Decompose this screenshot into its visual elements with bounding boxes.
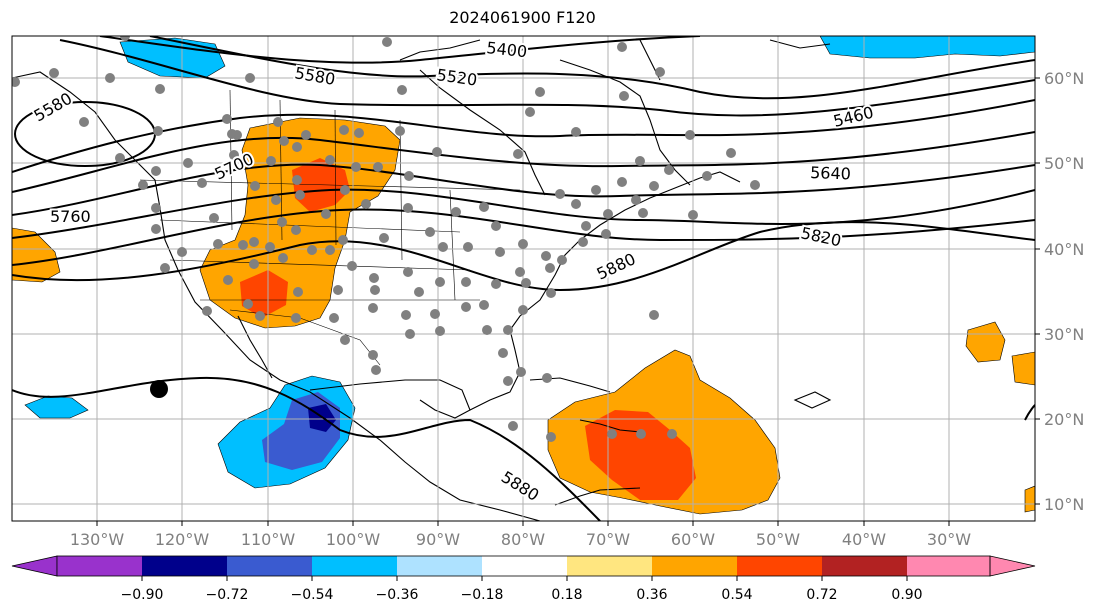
- contour-label: 5880: [498, 467, 543, 505]
- axis-ticks: [96, 77, 1040, 526]
- lon-label: 90°W: [416, 530, 460, 549]
- contour-label: 5880: [594, 249, 639, 283]
- longitude-labels: 130°W 120°W 110°W 100°W 90°W 80°W 70°W 6…: [70, 530, 971, 549]
- positive-anomaly-region: [199, 117, 401, 329]
- contour-label: 5820: [799, 223, 843, 250]
- lon-label: 50°W: [756, 530, 800, 549]
- storm-marker: [150, 380, 168, 398]
- lon-label: 100°W: [326, 530, 381, 549]
- colorbar-segment: [312, 556, 397, 576]
- negative-anomaly-region: [819, 36, 1035, 59]
- colorbar-extend-high: [989, 555, 1036, 577]
- lat-label: 60°N: [1044, 69, 1084, 88]
- colorbar-tick-label: 0.18: [551, 587, 582, 603]
- contour-label: 5400: [486, 38, 528, 61]
- positive-anomaly-region: [965, 321, 1006, 363]
- lon-label: 40°W: [842, 530, 886, 549]
- contour-label: 5580: [293, 63, 336, 89]
- positive-anomaly-region: [1024, 485, 1035, 513]
- lat-label: 50°N: [1044, 154, 1084, 173]
- map-area: 5400 5580 5520 5460 5640 5700 5760 5820 …: [12, 36, 1035, 521]
- colorbar-segment: [737, 556, 822, 576]
- lat-label: 10°N: [1044, 495, 1084, 514]
- colorbar-segment: [142, 556, 227, 576]
- colorbar-segment: [652, 556, 737, 576]
- contour-label: 5760: [50, 207, 91, 226]
- colorbar-segment: [907, 556, 990, 576]
- colorbar-tick-label: −0.54: [291, 587, 334, 603]
- lon-label: 80°W: [501, 530, 545, 549]
- graticule: [12, 36, 1035, 521]
- colorbar-tick-label: 0.36: [636, 587, 667, 603]
- contour-label: 5640: [810, 163, 851, 183]
- colorbar-tick-label: −0.72: [206, 587, 249, 603]
- lon-label: 60°W: [671, 530, 715, 549]
- lat-label: 30°N: [1044, 325, 1084, 344]
- colorbar-tick-label: −0.18: [461, 587, 504, 603]
- colorbar-tick-label: −0.90: [121, 587, 164, 603]
- colorbar-segment: [227, 556, 312, 576]
- colorbar-segment: [397, 556, 482, 576]
- contour-label: 5580: [31, 89, 76, 126]
- lat-label: 40°N: [1044, 240, 1084, 259]
- positive-anomaly-region: [12, 227, 61, 283]
- colorbar: −0.90 −0.72 −0.54 −0.36 −0.18 0.18 0.36 …: [11, 555, 1036, 603]
- colorbar-extend-low: [11, 555, 58, 577]
- colorbar-frame: [56, 555, 991, 577]
- lat-label: 20°N: [1044, 410, 1084, 429]
- colorbar-tick-label: 0.72: [806, 587, 837, 603]
- lon-label: 70°W: [586, 530, 630, 549]
- lon-label: 130°W: [70, 530, 125, 549]
- colorbar-tick-label: 0.54: [721, 587, 752, 603]
- colorbar-tick-label: 0.90: [891, 587, 922, 603]
- colorbar-segment: [567, 556, 652, 576]
- latitude-labels: 10°N 20°N 30°N 40°N 50°N 60°N: [1044, 69, 1084, 514]
- colorbar-segment: [57, 556, 142, 576]
- colorbar-segment: [482, 556, 567, 576]
- lon-label: 110°W: [241, 530, 296, 549]
- contour-label: 5520: [435, 65, 478, 89]
- lon-label: 30°W: [927, 530, 971, 549]
- lon-label: 120°W: [155, 530, 210, 549]
- station-markers: [12, 36, 760, 442]
- negative-anomaly-region: [24, 395, 89, 419]
- map-title: 2024061900 F120: [449, 8, 596, 27]
- positive-anomaly-region: [1011, 351, 1035, 386]
- colorbar-segment: [822, 556, 907, 576]
- colorbar-tick-label: −0.36: [376, 587, 419, 603]
